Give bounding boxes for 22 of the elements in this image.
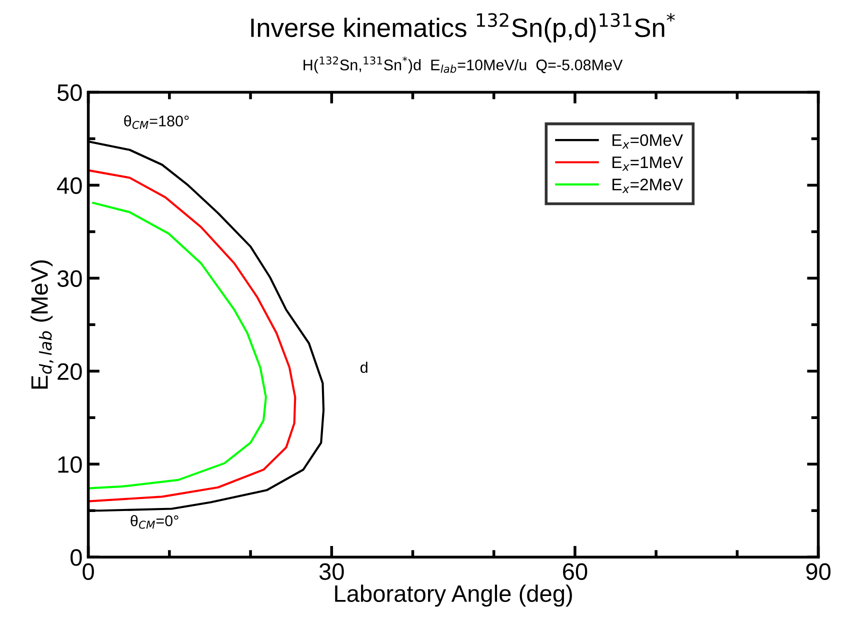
y-tick-label: 50 bbox=[57, 84, 82, 102]
x-tick-label: 0 bbox=[82, 563, 94, 580]
x-tick-label: 60 bbox=[563, 563, 588, 580]
y-tick-label: 40 bbox=[57, 177, 82, 194]
x-tick-label: 90 bbox=[806, 563, 830, 580]
y-tick-label: 20 bbox=[58, 363, 82, 380]
x-tick-label: 30 bbox=[319, 563, 344, 580]
y-tick-label: 30 bbox=[57, 270, 82, 287]
legend-label: E$_{x}$=0MeV bbox=[612, 134, 683, 149]
chart-title: Inverse kinematics $^{132}$Sn(p,d)$^{131}$Sn$^{*}$ bbox=[251, 13, 675, 42]
y-axis-title: E$_{d,lab}$ (MeV) bbox=[30, 260, 54, 389]
annotation: θ$_{CM}$=180° bbox=[124, 115, 189, 129]
y-tick-label: 10 bbox=[58, 456, 82, 473]
annotation: d bbox=[360, 362, 368, 373]
legend-label: E$_{x}$=1MeV bbox=[612, 156, 683, 171]
line-series bbox=[88, 202, 267, 490]
x-axis-title: Laboratory Angle (deg) bbox=[335, 584, 572, 607]
y-tick-label: 0 bbox=[70, 549, 82, 566]
line-series bbox=[88, 169, 296, 502]
legend-label: E$_{x}$=2MeV bbox=[612, 178, 683, 193]
annotation: θ$_{CM}$=0° bbox=[130, 515, 178, 529]
text: H($^{132}$Sn,$^{131}$Sn$^{*}$)d E$_{lab}$=10MeV/u Q=-5.08MeV bbox=[304, 56, 623, 74]
